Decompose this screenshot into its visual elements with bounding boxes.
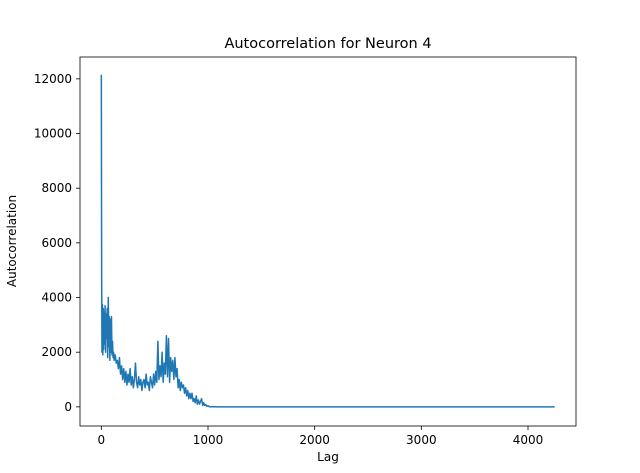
x-axis: 0 1000 2000 3000 4000: [98, 426, 544, 447]
y-tick-label: 8000: [41, 181, 72, 195]
x-tick-label: 2000: [299, 433, 330, 447]
y-tick-label: 12000: [34, 72, 72, 86]
y-tick-label: 4000: [41, 291, 72, 305]
chart-title: Autocorrelation for Neuron 4: [224, 36, 431, 52]
plot-area: [100, 74, 555, 408]
x-tick-label: 4000: [513, 433, 544, 447]
y-axis: 0 2000 4000 6000 8000 10000 12000: [34, 72, 80, 414]
y-axis-label: Autocorrelation: [5, 195, 19, 287]
y-tick-label: 6000: [41, 236, 72, 250]
x-tick-label: 1000: [193, 433, 224, 447]
y-tick-label: 10000: [34, 127, 72, 141]
y-tick-label: 0: [64, 400, 72, 414]
series-line: [100, 74, 555, 408]
x-tick-label: 3000: [406, 433, 437, 447]
axes-frame: [79, 56, 577, 427]
x-axis-label: Lag: [317, 450, 339, 464]
x-tick-label: 0: [98, 433, 106, 447]
y-tick-label: 2000: [41, 345, 72, 359]
